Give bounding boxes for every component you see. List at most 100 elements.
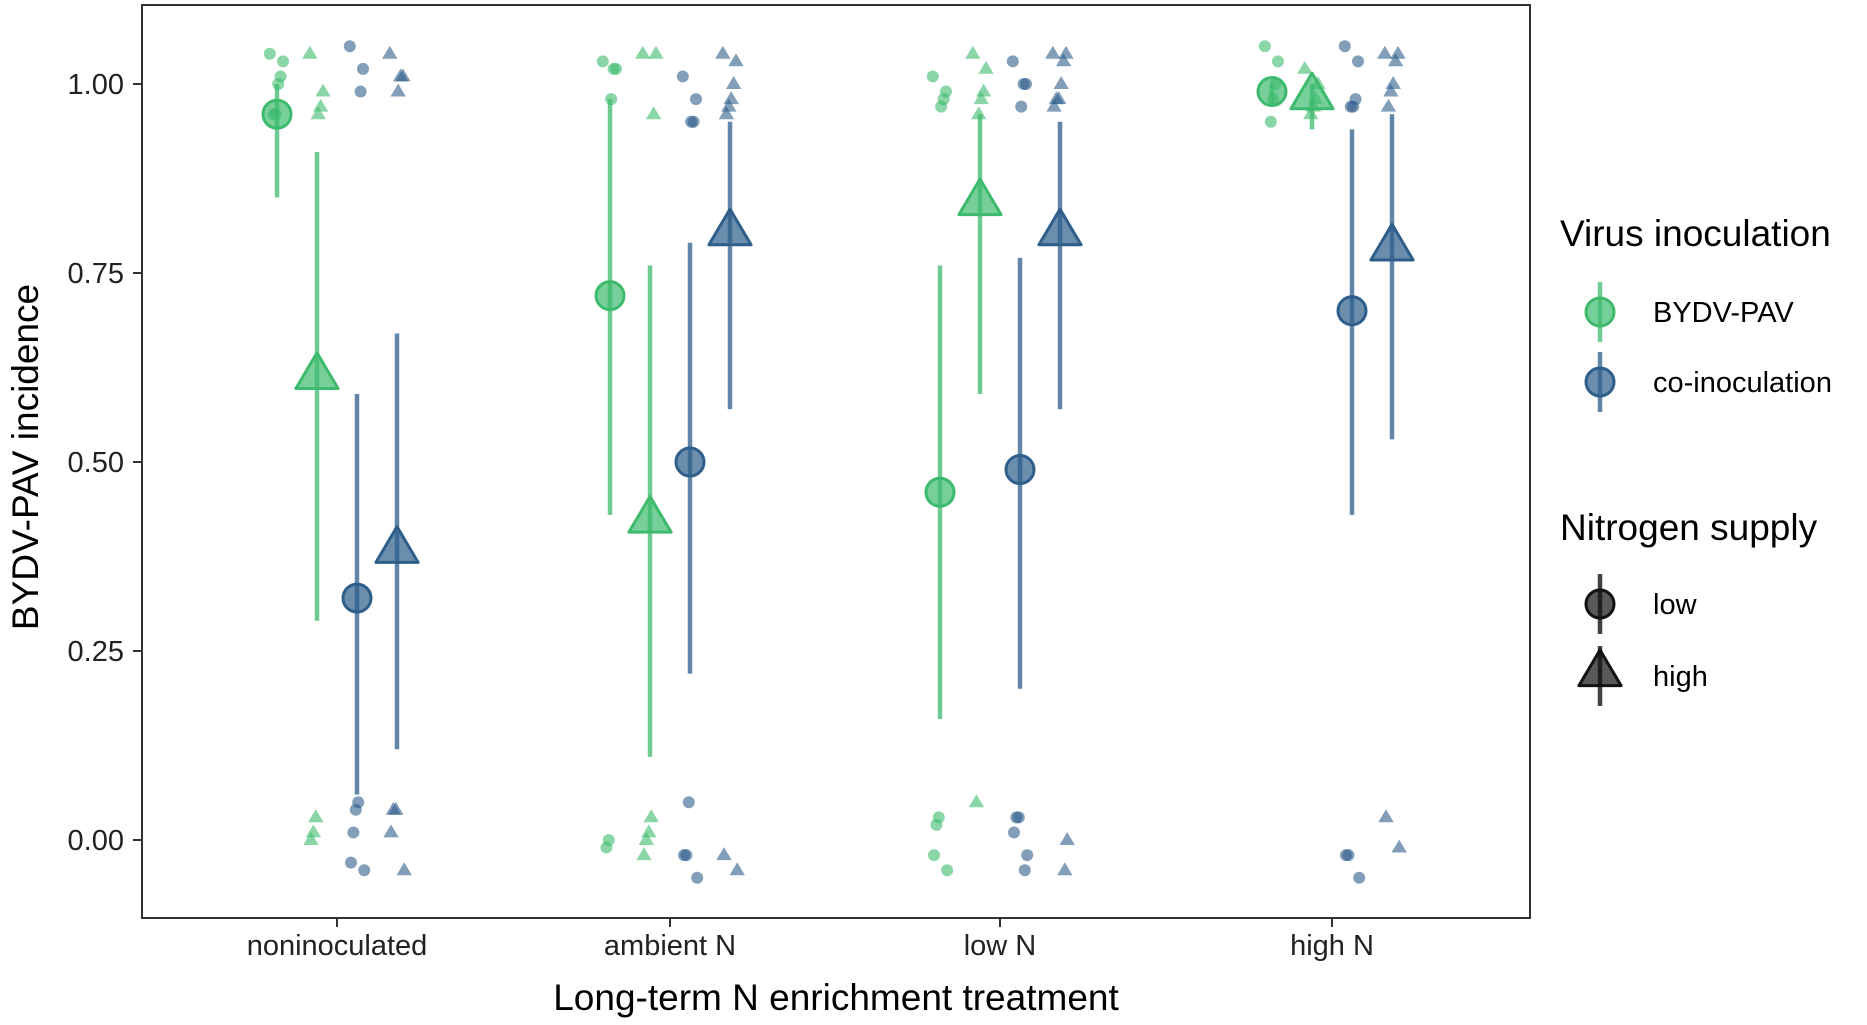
mean-point [627,495,673,534]
observation-point [690,93,702,106]
observation-point [1258,40,1271,53]
mean-point [1369,222,1415,262]
observation-point [1391,839,1407,853]
observation-point [390,83,406,97]
observation-point [935,100,948,113]
observation-point [1018,864,1031,877]
observation-point [1338,40,1351,53]
observation-point [392,68,409,82]
observation-point [645,106,662,120]
observation-point [357,62,369,75]
x-tick-label: noninoculated [247,930,428,962]
summary-points [261,71,1415,795]
observation-point [383,824,399,838]
y-tick-label: 0.25 [68,636,124,668]
observation-point [1046,98,1062,112]
y-tick-label: 0.75 [68,258,124,290]
y-tick-label: 0.50 [68,447,124,479]
observation-point [277,55,289,68]
observation-point [682,796,695,809]
observation-point [1008,826,1020,839]
mean-point [707,207,753,247]
observation-point [718,106,735,120]
observation-point [349,803,362,816]
observation-point [1352,55,1364,68]
observation-point [729,862,745,876]
observation-point [1021,849,1034,862]
observation-point [1053,76,1069,89]
observation-point [1378,809,1394,823]
observation-point [1264,115,1277,128]
y-tick-label: 0.00 [68,825,124,857]
observation-point [596,55,609,68]
observation-point [1272,55,1284,68]
observation-point [382,45,398,59]
observation-point [968,794,985,808]
observation-point [310,106,326,120]
observation-point [303,832,319,845]
observation-point [1385,76,1401,89]
observation-point [1297,60,1313,74]
observation-point [721,98,737,112]
observation-point [648,45,664,59]
observation-point [1383,83,1399,97]
observation-point [978,60,994,74]
observation-point [1010,811,1023,824]
observation-point [716,847,732,861]
legend-key-high [1577,648,1623,688]
legend-label-high: high [1653,661,1708,693]
observation-point [1377,45,1393,59]
observation-point [600,841,613,854]
observation-point [308,809,324,823]
observation-point [691,871,704,884]
mean-point [1004,454,1036,486]
mean-point [1336,295,1368,327]
x-tick-label: high N [1290,930,1374,962]
axes: 0.00 0.25 0.50 0.75 1.00 noninoculated ambient… [68,69,1374,962]
observation-point [1059,832,1075,845]
observation-point [676,70,689,83]
legend-virus-keys [1584,282,1616,412]
observation-point [1058,45,1074,59]
observation-point [638,832,655,845]
observation-point [1344,100,1357,113]
mean-point [341,582,373,614]
legend-key-low [1584,588,1616,620]
observation-point [315,83,331,97]
mean-point [1256,76,1288,108]
x-axis-title: Long-term N enrichment treatment [553,977,1119,1018]
observation-point [728,53,744,67]
observation-point [635,45,651,59]
observation-point [1017,78,1030,90]
mean-point [261,98,293,130]
observation-point [928,849,940,862]
legend-key-bydv-pav [1584,296,1616,328]
observation-point [723,91,739,105]
y-tick-label: 1.00 [68,69,124,101]
legend-title-nitrogen: Nitrogen supply [1560,507,1818,548]
legend-label-co-inoculation: co-inoculation [1653,367,1832,399]
mean-point [374,525,420,564]
observation-point [1390,45,1406,59]
mean-point [1037,207,1083,247]
observation-point [636,847,652,861]
observation-point [302,45,318,59]
legend-title-virus: Virus inoculation [1560,213,1831,254]
observation-point [926,70,939,83]
observation-point [1340,849,1352,862]
observation-point [1055,53,1072,67]
observation-point [725,76,742,89]
observation-point [971,106,987,120]
legend-label-bydv-pav: BYDV-PAV [1653,297,1794,329]
mean-point [957,177,1003,217]
observation-point [973,91,989,105]
observation-point [263,47,276,60]
observation-point [941,864,954,877]
observation-point [1015,100,1028,113]
observation-point [312,98,329,112]
observation-point [685,115,698,128]
observation-point [965,45,981,59]
observation-point [385,801,402,815]
legend: Virus inoculation BYDV-PAV co-inoculatio… [1560,213,1832,706]
